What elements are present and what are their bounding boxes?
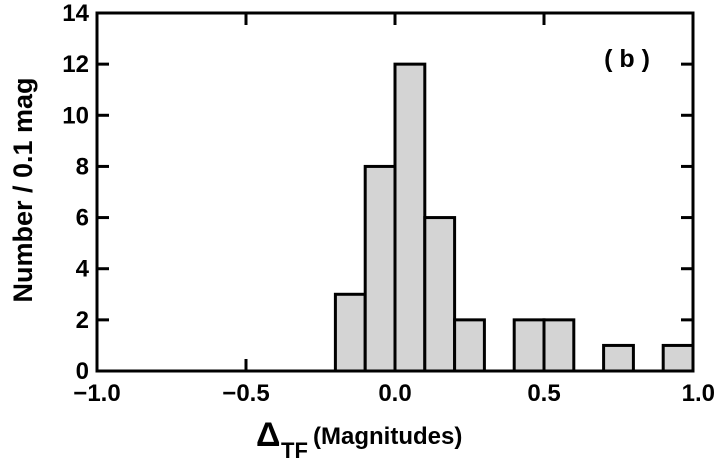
x-axis-title-text: (Magnitudes) — [313, 423, 462, 450]
histogram-bar — [542, 318, 576, 373]
y-tick-label: 0 — [76, 358, 89, 385]
histogram-bar — [423, 216, 457, 373]
x-axis-title-symbol: Δ — [256, 416, 280, 454]
y-tick-label: 10 — [62, 102, 89, 129]
histogram-bar — [661, 343, 695, 373]
x-tick-label: −1.0 — [73, 380, 120, 407]
y-tick-label: 4 — [76, 256, 90, 283]
y-tick-label: 14 — [62, 0, 89, 27]
y-tick-label: 6 — [76, 205, 89, 232]
y-tick-label: 8 — [76, 153, 89, 180]
x-tick-label: 0.0 — [378, 380, 411, 407]
panel-label: ( b ) — [604, 45, 650, 73]
histogram-bar — [393, 62, 427, 373]
x-axis-title-subscript: TF — [281, 438, 308, 463]
y-tick-label: 12 — [62, 51, 89, 78]
x-tick-label: 1.0 — [682, 380, 715, 407]
histogram-bar — [333, 292, 367, 373]
x-tick-label: 0.5 — [527, 380, 560, 407]
histogram-bar — [453, 318, 486, 373]
histogram-bar — [363, 164, 397, 373]
y-axis-ticks: 0 2 4 6 8 10 12 14 — [62, 0, 693, 385]
x-axis-title: Δ TF (Magnitudes) — [256, 416, 462, 463]
y-tick-label: 2 — [76, 307, 89, 334]
y-axis-title: Number / 0.1 mag — [8, 77, 38, 302]
histogram-bar — [512, 318, 546, 373]
histogram-bar — [602, 343, 635, 373]
x-axis-ticks: −1.0 −0.5 0.0 0.5 1.0 — [73, 13, 715, 407]
x-tick-label: −0.5 — [222, 380, 269, 407]
bars-group — [333, 62, 695, 373]
